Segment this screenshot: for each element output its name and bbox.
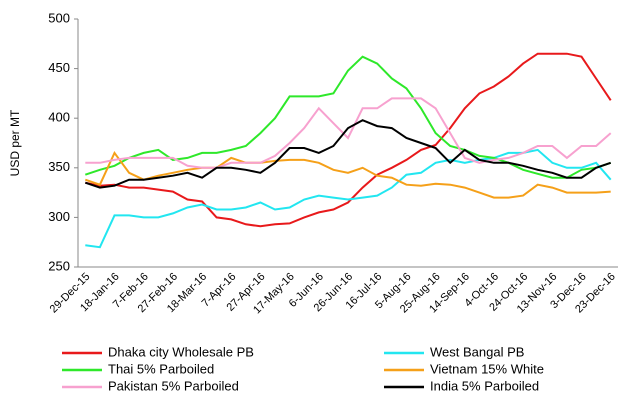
y-tick-label: 300: [48, 209, 70, 224]
y-tick-label: 500: [48, 10, 70, 25]
y-tick-label: 400: [48, 110, 70, 125]
line-series: [84, 119, 612, 189]
legend-label: Pakistan 5% Parboiled: [108, 378, 239, 393]
y-tick-label: 450: [48, 60, 70, 75]
legend-label: Vietnam 15% White: [430, 361, 544, 376]
line-series: [85, 52, 612, 228]
legend-label: Dhaka city Wholesale PB: [108, 344, 254, 359]
y-axis-label: USD per MT: [8, 109, 22, 176]
line-series: [84, 55, 612, 179]
line-series: [84, 150, 611, 199]
line-series: [85, 148, 612, 249]
legend-label: West Bangal PB: [430, 344, 524, 359]
line-series: [85, 97, 612, 169]
legend-label: India 5% Parboiled: [430, 378, 539, 393]
y-tick-label: 250: [48, 258, 70, 273]
y-tick-label: 350: [48, 159, 70, 174]
legend-label: Thai 5% Parboiled: [108, 361, 214, 376]
